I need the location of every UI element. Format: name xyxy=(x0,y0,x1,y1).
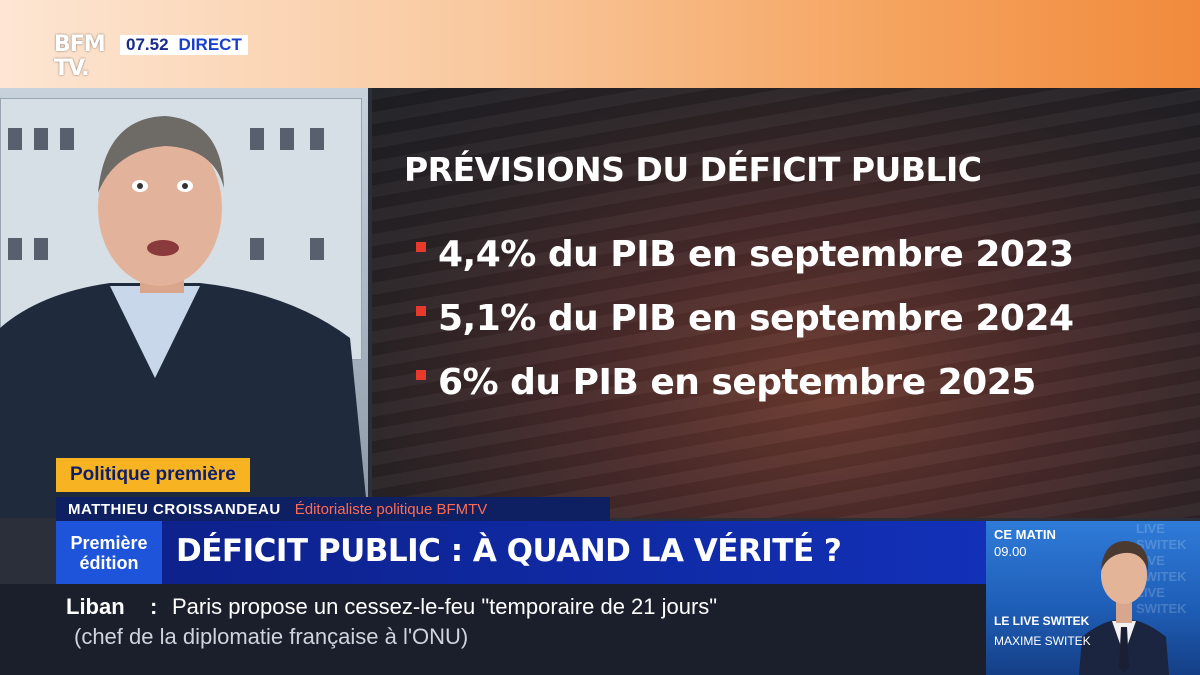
ticker-line2: (chef de la diplomatie française à l'ONU… xyxy=(74,624,469,649)
live-label: DIRECT xyxy=(178,35,242,54)
building-window xyxy=(310,238,324,260)
speaker-role: Éditorialiste politique BFMTV xyxy=(294,500,488,518)
promo-show-name: LE LIVE SWITEK xyxy=(994,614,1090,628)
speaker-name-bar: MATTHIEU CROISSANDEAU Éditorialiste poli… xyxy=(56,497,610,521)
promo-host-name: MAXIME SWITEK xyxy=(994,634,1091,648)
presenter-figure xyxy=(0,116,368,518)
ticker-colon: : xyxy=(150,594,158,619)
building-window xyxy=(250,238,264,260)
bullet-square-icon xyxy=(416,306,426,316)
news-ticker: Liban : Paris propose un cessez-le-feu "… xyxy=(0,584,986,675)
building-window xyxy=(8,128,22,150)
logo-line1: BFM xyxy=(54,32,106,57)
assembly-background xyxy=(372,88,1200,518)
edition-badge: Première édition xyxy=(56,521,162,584)
building-window xyxy=(8,238,22,260)
clock-live-box: 07.52 DIRECT xyxy=(120,35,248,55)
upcoming-show-promo: LIVE SWITEK LIVE SWITEK LIVE SWITEK CE M… xyxy=(986,521,1200,675)
headline-text: DÉFICIT PUBLIC : À QUAND LA VÉRITÉ ? xyxy=(176,533,842,569)
building-window xyxy=(250,128,264,150)
bullet-item: 5,1% du PIB en septembre 2024 xyxy=(416,298,1074,339)
bullet-item: 4,4% du PIB en septembre 2023 xyxy=(416,234,1074,275)
building-window xyxy=(34,238,48,260)
studio-video xyxy=(0,88,368,518)
speaker-name: MATTHIEU CROISSANDEAU xyxy=(68,500,281,518)
bullet-text: 6% du PIB en septembre 2025 xyxy=(438,362,1036,403)
building-window xyxy=(34,128,48,150)
edition-line1: Première xyxy=(70,532,148,553)
headline-bar: Première édition DÉFICIT PUBLIC : À QUAN… xyxy=(56,521,986,584)
ticker-line1: Paris propose un cessez-le-feu "temporai… xyxy=(172,594,718,619)
show-tag: Politique première xyxy=(56,458,250,492)
ticker-topic: Liban xyxy=(66,594,125,619)
edition-line2: édition xyxy=(79,552,139,573)
promo-label: CE MATIN xyxy=(994,527,1056,542)
bullet-text: 4,4% du PIB en septembre 2023 xyxy=(438,234,1074,275)
deficit-graphic-panel: PRÉVISIONS DU DÉFICIT PUBLIC 4,4% du PIB… xyxy=(372,88,1200,518)
clock-time: 07.52 xyxy=(126,35,169,54)
host-photo xyxy=(1079,541,1169,675)
graphic-title: PRÉVISIONS DU DÉFICIT PUBLIC xyxy=(404,150,982,189)
bfmtv-logo: BFM TV. xyxy=(54,33,114,85)
building-window xyxy=(60,128,74,150)
bullet-item: 6% du PIB en septembre 2025 xyxy=(416,362,1036,403)
building-window xyxy=(280,128,294,150)
bullet-text: 5,1% du PIB en septembre 2024 xyxy=(438,298,1074,339)
promo-time: 09.00 xyxy=(994,544,1027,559)
bullet-square-icon xyxy=(416,242,426,252)
bullet-square-icon xyxy=(416,370,426,380)
logo-line2: TV. xyxy=(54,56,90,81)
building-window xyxy=(310,128,324,150)
